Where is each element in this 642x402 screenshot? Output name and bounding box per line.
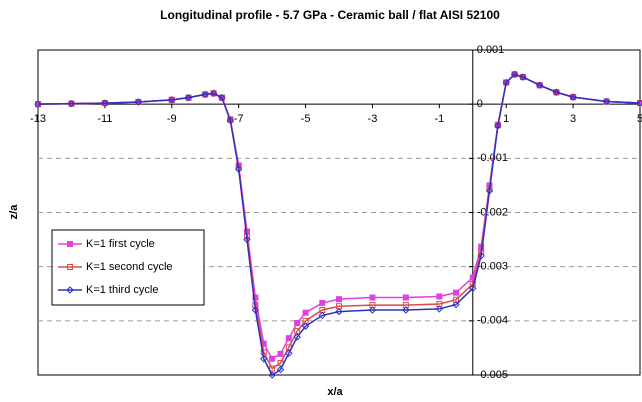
marker — [402, 306, 410, 314]
y-tick-label: -0.004 — [477, 315, 508, 327]
marker — [435, 305, 444, 313]
marker — [319, 299, 326, 306]
marker — [251, 306, 260, 314]
marker — [34, 100, 42, 108]
marker — [226, 116, 235, 125]
x-tick-label: 5 — [637, 113, 642, 125]
legend-label: K=1 first cycle — [86, 238, 155, 250]
marker — [276, 365, 285, 374]
legend: K=1 first cycle K=1 second cycle K=1 third… — [51, 229, 205, 306]
marker — [285, 335, 292, 342]
marker — [302, 309, 309, 316]
marker — [67, 241, 73, 247]
marker — [369, 294, 376, 301]
x-tick-label: -1 — [434, 113, 444, 125]
marker — [368, 306, 377, 314]
marker — [301, 322, 310, 330]
marker — [101, 99, 109, 107]
marker — [285, 349, 293, 358]
y-tick-label: -0.003 — [477, 261, 508, 273]
y-axis-label: z/a — [8, 204, 20, 220]
marker — [552, 88, 561, 96]
marker — [294, 320, 301, 326]
legend-label: K=1 second cycle — [86, 261, 173, 273]
marker — [569, 93, 577, 101]
marker — [336, 296, 342, 303]
series-line — [37, 73, 641, 377]
marker — [67, 264, 73, 270]
x-tick-label: -13 — [30, 113, 46, 125]
y-tick-label: -0.005 — [477, 369, 508, 381]
marker — [318, 311, 326, 320]
marker — [201, 90, 209, 99]
marker — [277, 360, 284, 367]
marker — [602, 97, 611, 106]
marker — [636, 99, 642, 107]
marker — [234, 165, 243, 173]
y-tick-label: -0.001 — [477, 152, 508, 164]
x-tick-label: -11 — [97, 113, 112, 125]
marker — [510, 70, 519, 79]
marker — [67, 99, 76, 108]
marker — [184, 93, 193, 102]
x-tick-label: -3 — [368, 113, 378, 125]
x-tick-label: -9 — [167, 113, 177, 125]
marker — [469, 284, 477, 293]
marker — [268, 371, 276, 379]
marker — [402, 294, 409, 301]
x-tick-label: 3 — [570, 113, 576, 125]
marker — [269, 365, 276, 372]
marker — [335, 307, 343, 316]
y-tick-label: 0.001 — [477, 44, 505, 56]
x-tick-label: 1 — [503, 113, 509, 125]
chart-title: Longitudinal profile - 5.7 GPa - Ceramic… — [160, 8, 500, 22]
marker — [436, 293, 443, 300]
marker — [502, 78, 510, 87]
marker — [134, 98, 143, 106]
x-tick-label: -7 — [234, 113, 244, 125]
x-tick-label: -5 — [301, 113, 311, 125]
marker — [243, 235, 251, 244]
marker — [260, 355, 268, 363]
marker — [453, 289, 460, 296]
marker — [477, 252, 485, 260]
marker — [277, 350, 284, 357]
marker — [218, 93, 226, 102]
x-axis-label: x/a — [327, 386, 343, 398]
marker — [519, 73, 527, 81]
marker — [209, 89, 218, 98]
marker — [485, 187, 494, 195]
marker — [494, 122, 502, 130]
marker — [535, 81, 544, 89]
marker — [293, 333, 301, 341]
marker — [452, 300, 460, 309]
marker — [66, 286, 74, 294]
marker — [269, 355, 276, 362]
legend-label: K=1 third cycle — [86, 284, 158, 296]
y-tick-label: -0.002 — [477, 206, 508, 218]
marker — [168, 96, 176, 104]
